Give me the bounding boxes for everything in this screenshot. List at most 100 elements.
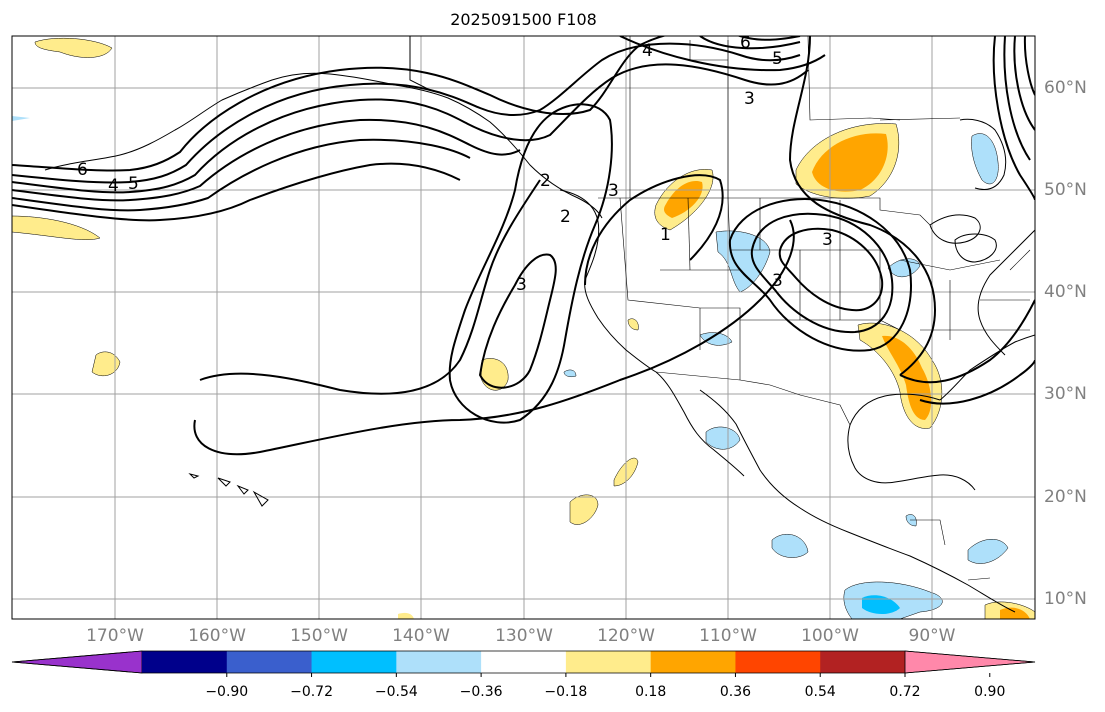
colorbar-tick-label-3: −0.36	[459, 684, 503, 700]
lon-label-170w: 170°W	[86, 626, 144, 646]
map-frame	[11, 35, 1036, 620]
contour-3-big	[199, 179, 541, 395]
hawaii-1	[188, 473, 200, 479]
contour-3	[12, 138, 471, 212]
contour-label-12: 3	[516, 275, 527, 295]
pos-shade-pacific-west	[12, 215, 101, 240]
contour-ne-2	[1003, 36, 1031, 161]
colorbar-tick-label-5: 0.18	[635, 684, 667, 700]
contour-label-10: 2	[540, 171, 551, 191]
neg-shade-baja	[705, 426, 741, 450]
colorbar-extend-high	[904, 650, 1036, 674]
contour-ne-1	[992, 36, 1035, 201]
colorbar-tick-label-9: 0.90	[974, 684, 1006, 700]
colorbar-bin-8	[820, 651, 906, 673]
contour-ne-4	[1023, 36, 1035, 96]
contour-ne-3	[1013, 36, 1035, 131]
hawaii-4	[252, 490, 269, 507]
lat-label-60n: 60°N	[1044, 78, 1087, 98]
neg-shade-pacific-e	[771, 534, 809, 558]
lat-label-10n: 10°N	[1044, 589, 1087, 609]
neg-shade-hudson	[971, 133, 999, 185]
pos-shade-small	[398, 612, 414, 619]
pos-shade-hawaii-n	[91, 351, 121, 377]
colorbar-tick-label-6: 0.36	[719, 684, 752, 700]
contour-east-2	[899, 299, 1035, 384]
hudson-bay	[959, 118, 1007, 190]
contour-label-1: 6	[77, 160, 88, 180]
contour-6	[12, 36, 801, 172]
hawaii-2	[217, 477, 231, 487]
contour-label-8: 2	[560, 207, 571, 227]
colorbar-tick-label-4: −0.18	[544, 684, 588, 700]
contour-4	[12, 63, 809, 194]
colorbar-bin-7	[735, 651, 821, 673]
neg-shade-west	[12, 116, 30, 121]
contour-4b	[12, 118, 521, 202]
lon-label-100w: 100°W	[801, 626, 859, 646]
contour-5	[12, 42, 801, 184]
contour-label-3: 4	[108, 176, 119, 196]
lon-label-140w: 140°W	[392, 626, 450, 646]
pos-shade-canada-core	[812, 133, 888, 192]
colorbar-outline	[11, 650, 1036, 674]
colorbar-bin-5	[565, 651, 652, 673]
colorbar-bin-6	[650, 651, 736, 673]
bc-coast	[559, 189, 657, 373]
alaska-inland	[409, 36, 431, 91]
contour-east-1	[919, 359, 1035, 405]
neg-shade-rockies	[715, 230, 771, 293]
pos-shade-tiny	[627, 318, 639, 331]
colorbar	[11, 650, 1036, 677]
colorbar-bin-0	[142, 651, 228, 673]
mexico-west	[699, 389, 1016, 613]
contour-label-2: 5	[128, 174, 139, 194]
contour-east-3	[788, 36, 937, 376]
lon-label-110w: 110°W	[699, 626, 757, 646]
colorbar-bin-3	[396, 651, 482, 673]
us-canada-border	[598, 197, 931, 226]
neg-shade-caribbean	[967, 539, 1009, 564]
colorbar-bin-4	[481, 651, 567, 673]
lon-label-120w: 120°W	[597, 626, 655, 646]
colorbar-tick-label-1: −0.72	[290, 684, 333, 700]
colorbar-tick-label-0: −0.90	[205, 684, 249, 700]
east-coast	[977, 229, 1035, 356]
contour-ring-outer	[728, 198, 912, 352]
lon-label-160w: 160°W	[188, 626, 246, 646]
neg-shade-sw	[699, 332, 733, 346]
coastlines	[44, 36, 1035, 613]
contour-ring-inner	[778, 227, 884, 312]
great-lakes-2	[954, 233, 997, 263]
contour-north-5	[619, 36, 826, 72]
lon-label-90w: 90°W	[908, 626, 956, 646]
colorbar-tick-label-2: −0.54	[374, 684, 418, 700]
lat-label-50n: 50°N	[1044, 180, 1087, 200]
contour-label-9: 3	[608, 181, 619, 201]
neg-shade-tiny	[563, 369, 577, 378]
neg-shade-epac-core	[862, 595, 900, 614]
us-mexico-border	[655, 371, 851, 426]
contour-label-13: 3	[822, 230, 833, 250]
contour-label-14: 3	[772, 271, 783, 291]
neg-shade-epac	[843, 581, 943, 619]
contour-1	[584, 174, 724, 286]
contour-ring-mid	[750, 212, 894, 334]
great-lakes	[929, 214, 981, 244]
contour-label-7: 3	[744, 89, 755, 109]
florida	[939, 334, 1035, 401]
contour-lines	[12, 36, 1035, 456]
alaska-coast	[44, 72, 603, 219]
pos-shade-central-am-core	[1000, 607, 1030, 619]
lon-label-130w: 130°W	[495, 626, 553, 646]
neg-shade-lakes	[887, 258, 921, 277]
contour-2	[448, 103, 613, 424]
lat-label-40n: 40°N	[1044, 282, 1087, 302]
graticule	[12, 36, 1035, 619]
hawaii-3	[236, 484, 249, 495]
contour-label-11: 1	[660, 225, 671, 245]
contour-label-6: 4	[642, 41, 653, 61]
contour-north-6	[699, 36, 801, 50]
map-title: 2025091500 F108	[450, 10, 597, 29]
contour-3-inner	[478, 253, 557, 389]
